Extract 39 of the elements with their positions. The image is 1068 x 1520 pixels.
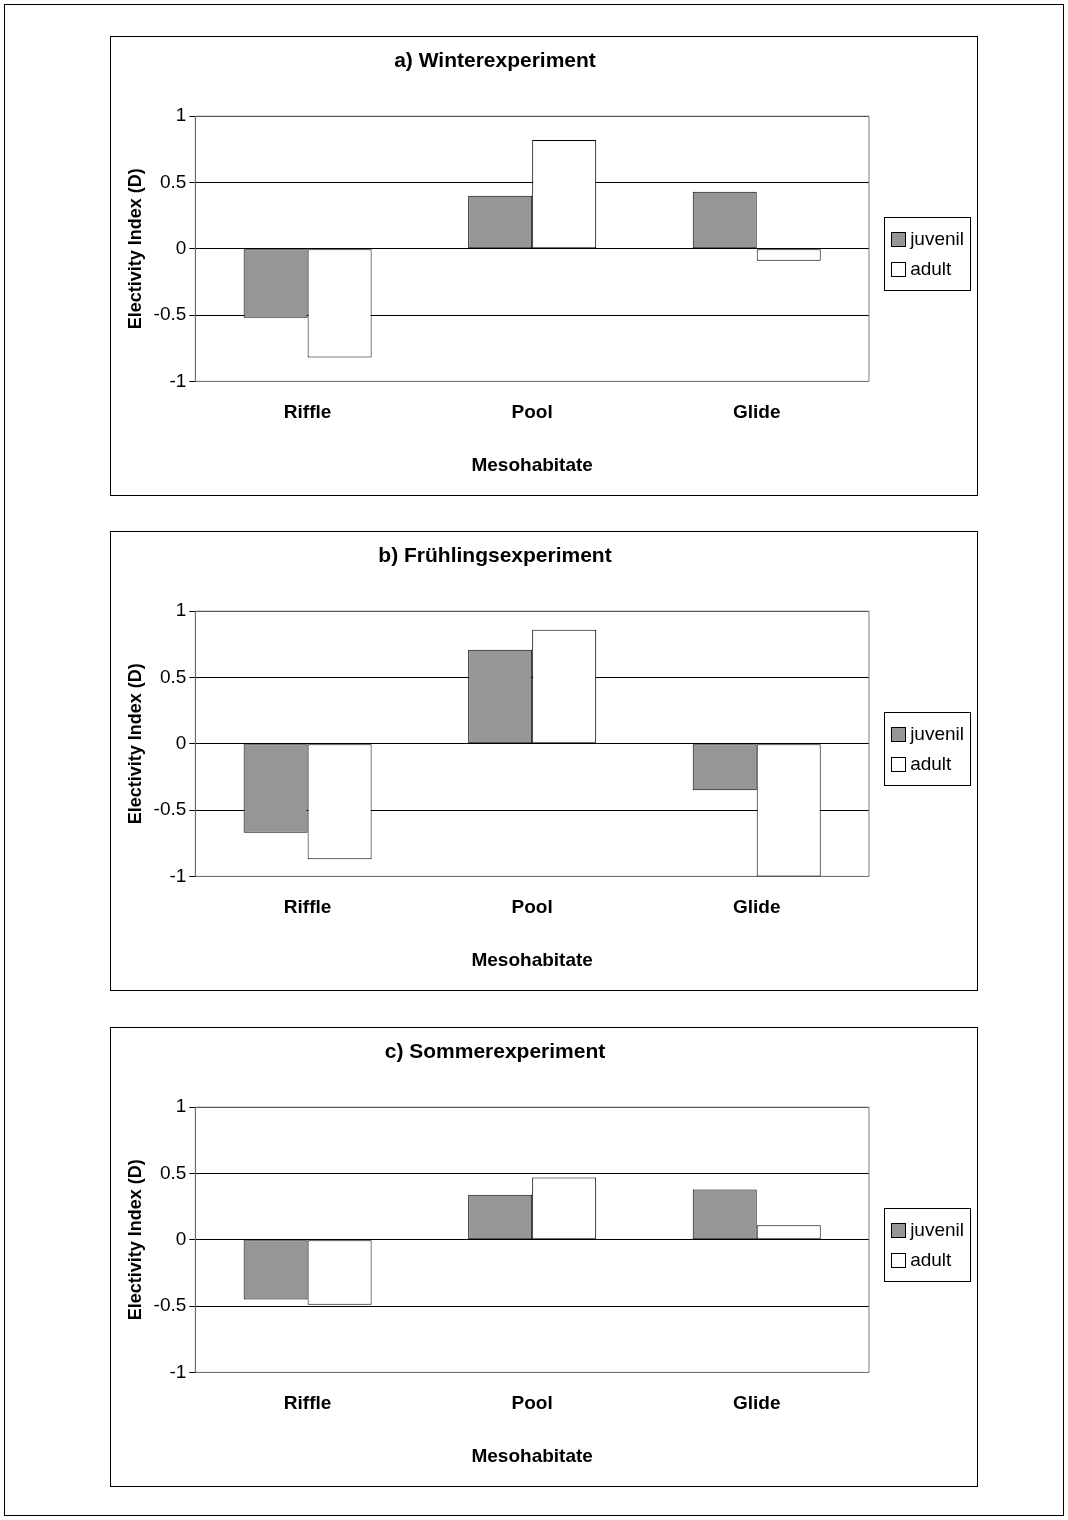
legend-label: juvenil	[910, 1218, 964, 1242]
x-tick-label: Glide	[732, 1392, 781, 1414]
y-tick-label: -0.5	[153, 1294, 187, 1316]
y-tick-label: 1	[175, 1095, 187, 1117]
x-tick-label: Riffle	[283, 401, 332, 423]
legend-label: juvenil	[910, 722, 964, 746]
chart-title: c) Sommerexperiment	[384, 1039, 606, 1063]
y-tick-label: 0	[175, 732, 187, 754]
x-tick-label: Pool	[511, 896, 553, 918]
y-tick-label: -0.5	[153, 303, 187, 325]
text: adult	[910, 257, 952, 281]
y-tick-label: -1	[169, 369, 187, 391]
y-tick-label: 1	[175, 104, 187, 126]
chart-title: a) Winterexperiment	[394, 48, 596, 72]
x-axis-title: Mesohabitate	[471, 453, 593, 475]
text: adult	[910, 752, 952, 776]
y-axis-title: Electivity Index (D)	[124, 168, 145, 330]
y-tick-label: 1	[175, 599, 187, 621]
x-tick-label: Pool	[511, 1392, 553, 1414]
x-axis-title: Mesohabitate	[471, 948, 593, 970]
y-tick-label: 0.5	[159, 170, 187, 192]
y-tick-label: 0.5	[159, 665, 187, 687]
y-axis-title: Electivity Index (D)	[124, 663, 145, 825]
y-tick-label: -1	[169, 1360, 187, 1382]
x-tick-label: Glide	[732, 896, 781, 918]
y-tick-label: 0	[175, 237, 187, 259]
x-tick-label: Glide	[732, 401, 781, 423]
legend-label: juvenil	[910, 227, 964, 251]
y-tick-label: -1	[169, 864, 187, 886]
x-axis-title: Mesohabitate	[471, 1444, 593, 1466]
y-axis-title: Electivity Index (D)	[124, 1159, 145, 1321]
text: adult	[910, 1248, 952, 1272]
x-tick-label: Riffle	[283, 1392, 332, 1414]
y-tick-label: -0.5	[153, 798, 187, 820]
x-tick-label: Pool	[511, 401, 553, 423]
x-tick-label: Riffle	[283, 896, 332, 918]
chart-title: b) Frühlingsexperiment	[378, 543, 612, 567]
y-tick-label: 0	[175, 1228, 187, 1250]
y-tick-label: 0.5	[159, 1161, 187, 1183]
